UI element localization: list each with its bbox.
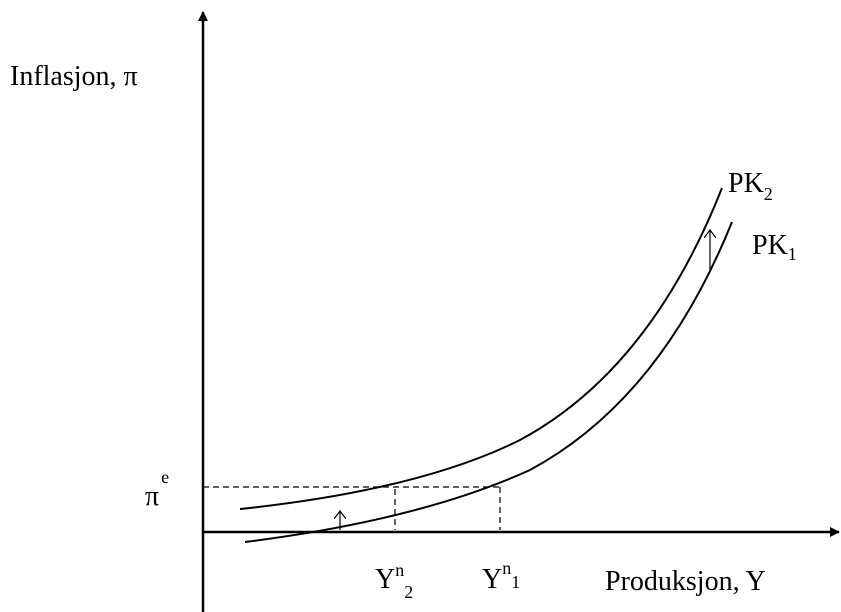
expected-inflation-label: πe — [145, 467, 169, 512]
curve-label: PK2 — [728, 168, 773, 204]
pk2-curve — [239, 187, 723, 510]
y-axis-label: Inflasjon, π — [10, 61, 138, 92]
x-axis-label: Produksjon, Y — [605, 566, 766, 597]
natural-output-label: Yn1 — [482, 558, 520, 595]
curve-label: PK1 — [752, 230, 797, 264]
pk1-curve — [244, 221, 733, 543]
natural-output-label: Yn2 — [375, 560, 413, 602]
guide-lines — [203, 486, 501, 530]
